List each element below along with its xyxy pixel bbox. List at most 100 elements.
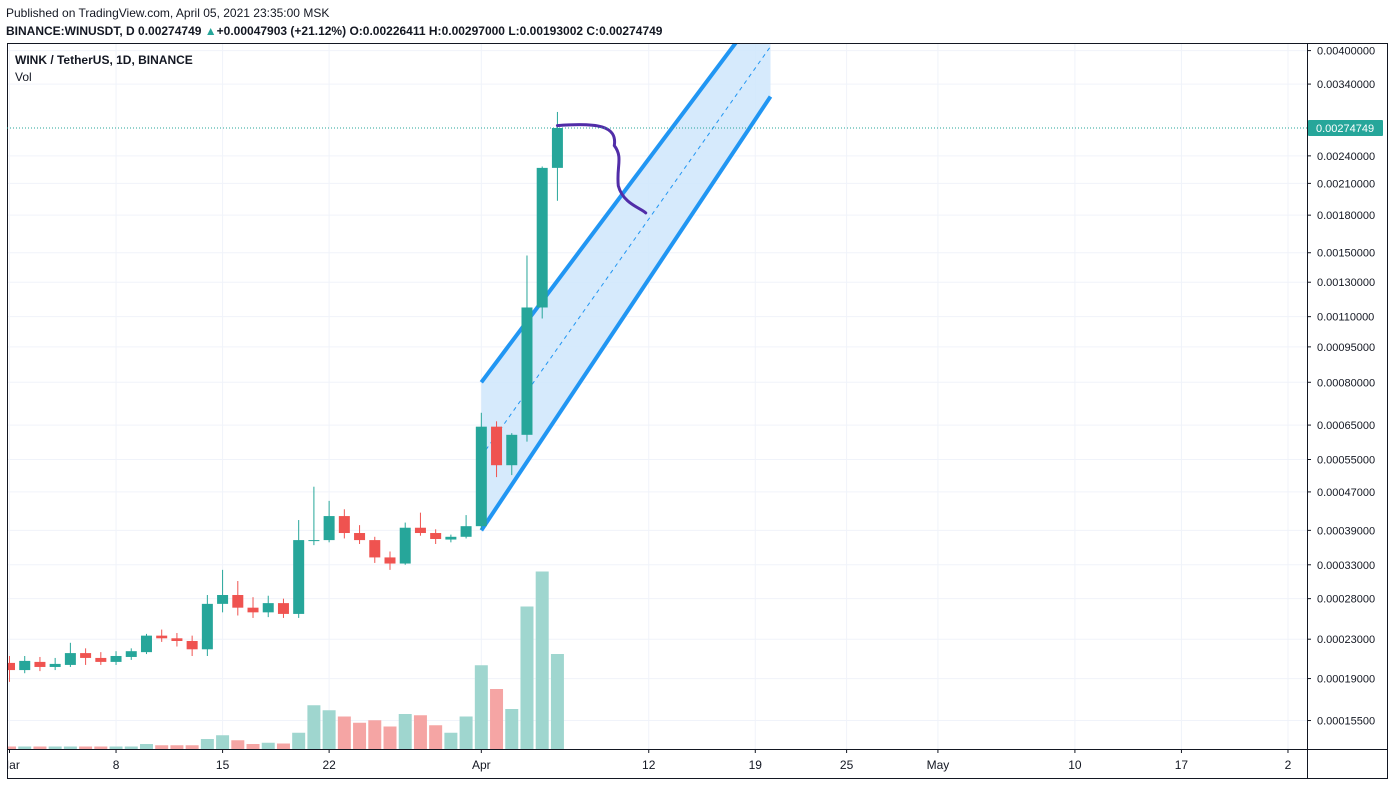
candle-body [384, 557, 396, 564]
volume-bar [505, 709, 519, 749]
candle-body [201, 603, 213, 650]
candle-body [551, 127, 563, 168]
up-arrow-icon: ▲ [204, 24, 217, 38]
price-tick-label: 0.00240000 [1317, 151, 1375, 163]
candle-body [125, 651, 137, 657]
price-tick-label: 0.00039000 [1317, 525, 1375, 537]
volume-bar [535, 571, 549, 749]
last-price: 0.00274749 [138, 24, 202, 38]
candle-body [247, 607, 259, 613]
volume-bar [429, 725, 443, 749]
candle-body [521, 307, 533, 435]
time-tick-label: 8 [113, 758, 120, 772]
price-tick-label: 0.00095000 [1317, 342, 1375, 354]
channel-lower-line [479, 95, 773, 532]
price-tick-label: 0.00340000 [1317, 79, 1375, 91]
candles [4, 111, 563, 682]
volume-bar [94, 746, 108, 749]
candle-body [64, 653, 76, 665]
volume-bar [459, 716, 473, 749]
time-tick-label: Apr [472, 758, 491, 772]
price-tick-label: 0.00110000 [1317, 312, 1374, 324]
volume-bar [337, 716, 351, 749]
chart-frame [7, 43, 1388, 779]
candle-body [354, 533, 366, 541]
candle-body [293, 540, 305, 614]
volume-bar [520, 606, 534, 749]
candle-body [140, 635, 152, 653]
candle-body [49, 663, 61, 667]
time-tick-label: Mar [7, 758, 20, 772]
time-tick-label: 25 [840, 758, 854, 772]
volume-bar [246, 744, 260, 749]
volume-bar [79, 746, 93, 749]
volume-bar [3, 746, 16, 749]
candle-body [414, 527, 426, 534]
legend: WINK / TetherUS, 1D, BINANCE Vol [15, 53, 193, 84]
candle-body [80, 653, 92, 658]
axes: 0.00015500 0.00019000 0.00023000 0.00028000… [0, 43, 1388, 779]
volume-bar [307, 705, 321, 749]
price-tick-label: 0.00023000 [1317, 634, 1375, 646]
ohlc-bar: BINANCE:WINUSDT, D 0.00274749 ▲+0.000479… [6, 24, 662, 38]
candle-body [4, 662, 15, 671]
price-tick-label: 0.00150000 [1317, 248, 1375, 260]
time-tick-label: 12 [642, 758, 656, 772]
volume-bar [398, 714, 412, 749]
candle-body [506, 434, 518, 466]
volume-bar [322, 710, 336, 749]
volume-bar [109, 746, 123, 749]
price-tick-label: 0.00130000 [1317, 277, 1375, 289]
close-value: 0.00274749 [599, 24, 663, 38]
candle-body [308, 540, 320, 542]
volume-bar [368, 720, 382, 749]
candle-body [217, 595, 229, 604]
volume-bar [216, 735, 230, 749]
low-label: L: [508, 24, 520, 38]
candle-body [430, 533, 442, 539]
volume-bar [292, 732, 306, 749]
candle-body [399, 527, 411, 564]
legend-title: WINK / TetherUS, 1D, BINANCE [15, 53, 193, 67]
price-tick-label: 0.00033000 [1317, 560, 1375, 572]
time-tick-label: 10 [1068, 758, 1082, 772]
time-tick-label: 2 [1285, 758, 1292, 772]
price-tick-label: 0.00065000 [1317, 420, 1375, 432]
candle-body [369, 540, 381, 558]
volume-bar [33, 746, 47, 749]
volume-bar [63, 746, 77, 749]
price-tick-label: 0.00019000 [1317, 674, 1375, 686]
volume-bar [155, 745, 169, 749]
time-tick-label: 19 [749, 758, 763, 772]
volume-bar [124, 746, 138, 749]
parallel-channel[interactable] [479, 0, 773, 532]
candle-body [475, 426, 487, 527]
candle-body [186, 640, 198, 650]
candle-body [445, 536, 457, 540]
candle-body [262, 603, 274, 613]
volume-bar [18, 746, 32, 749]
high-label: H: [428, 24, 442, 38]
candle-body [171, 638, 183, 641]
price-tick-label: 0.00047000 [1317, 487, 1375, 499]
low-value: 0.00193002 [519, 24, 584, 38]
candle-body [110, 655, 122, 662]
freehand-drawing[interactable] [555, 123, 648, 215]
legend-volume: Vol [15, 70, 32, 84]
change-value: +0.00047903 (+21.12%) [216, 24, 347, 38]
price-tick-label: 0.00015500 [1317, 716, 1375, 728]
volume-bar [231, 740, 245, 749]
volume-bar [383, 726, 397, 749]
candle-body [491, 426, 503, 466]
volume-bar [48, 746, 62, 749]
volume-bar [261, 742, 275, 749]
price-tick-label: 0.00080000 [1317, 377, 1375, 389]
high-value: 0.00297000 [441, 24, 505, 38]
volume-bar [170, 745, 184, 749]
time-tick-label: May [927, 758, 950, 772]
volume-bar [413, 715, 427, 749]
price-tick-label: 0.00055000 [1317, 455, 1375, 467]
volume-bar [185, 745, 199, 749]
